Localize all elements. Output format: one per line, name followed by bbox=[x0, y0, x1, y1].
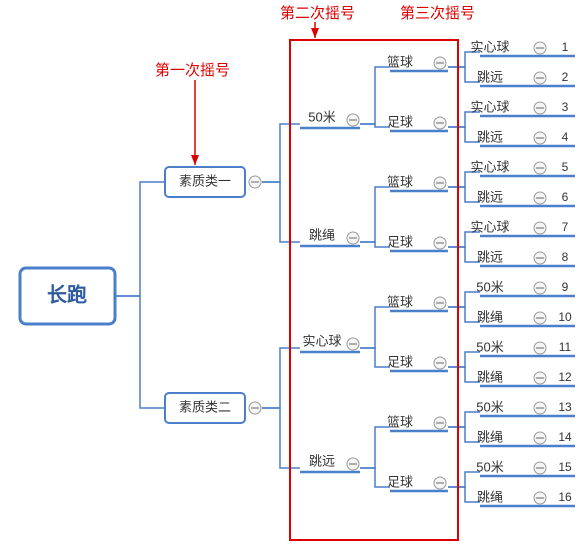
l2-group-bot: 实心球 跳远 bbox=[300, 333, 360, 472]
leaf-number: 11 bbox=[559, 340, 572, 354]
leaf-label: 跳绳 bbox=[477, 489, 503, 504]
l2-label: 跳远 bbox=[309, 453, 335, 468]
leaf-number: 3 bbox=[562, 100, 569, 114]
leaf-label: 跳绳 bbox=[477, 309, 503, 324]
leaf-label: 实心球 bbox=[470, 39, 509, 54]
leaf-label: 实心球 bbox=[470, 219, 509, 234]
root-label: 长跑 bbox=[47, 282, 87, 306]
anno-third: 第三次摇号 bbox=[400, 4, 475, 22]
l2-label: 跳绳 bbox=[309, 227, 335, 242]
leaf-label: 实心球 bbox=[470, 99, 509, 114]
leaf-number: 8 bbox=[562, 250, 569, 264]
leaf-label: 跳远 bbox=[477, 69, 503, 84]
leaf-label: 跳远 bbox=[477, 249, 503, 264]
leaf-number: 10 bbox=[558, 310, 572, 324]
leaf-label: 跳绳 bbox=[477, 429, 503, 444]
l1-label-1: 素质类二 bbox=[179, 399, 231, 414]
l2-label: 实心球 bbox=[302, 333, 341, 348]
leaf-label: 50米 bbox=[476, 459, 503, 474]
anno-second: 第二次摇号 bbox=[280, 4, 355, 22]
leaves-group: 实心球 1 跳远 2 实心球 3 跳远 4 实心球 5 跳远 6 实心球 7 跳远 8 50米 9 跳绳 10 50米 1… bbox=[470, 39, 575, 506]
leaf-number: 13 bbox=[558, 400, 572, 414]
leaf-number: 5 bbox=[562, 160, 569, 174]
leaf-number: 12 bbox=[558, 370, 572, 384]
leaf-number: 15 bbox=[558, 460, 572, 474]
leaf-label: 跳绳 bbox=[477, 369, 503, 384]
leaf-number: 14 bbox=[558, 430, 572, 444]
l3-label: 足球 bbox=[387, 114, 413, 129]
leaf-number: 9 bbox=[562, 280, 569, 294]
leaf-number: 7 bbox=[562, 220, 569, 234]
leaf-number: 4 bbox=[562, 130, 569, 144]
l3-label: 篮球 bbox=[387, 54, 413, 69]
leaf-number: 2 bbox=[562, 70, 569, 84]
l3-label: 篮球 bbox=[387, 294, 413, 309]
leaf-label: 实心球 bbox=[470, 159, 509, 174]
leaf-label: 50米 bbox=[476, 339, 503, 354]
leaf-label: 跳远 bbox=[477, 189, 503, 204]
l3-label: 足球 bbox=[387, 234, 413, 249]
leaf-number: 6 bbox=[562, 190, 569, 204]
leaf-number: 1 bbox=[562, 40, 569, 54]
l1-label-0: 素质类一 bbox=[179, 173, 231, 188]
l3-group: 篮球足球篮球足球篮球足球篮球足球 bbox=[360, 52, 480, 502]
leaf-label: 50米 bbox=[476, 279, 503, 294]
l2-group-top: 50米 跳绳 bbox=[300, 109, 360, 246]
leaf-number: 16 bbox=[558, 490, 572, 504]
l3-label: 足球 bbox=[387, 474, 413, 489]
tree-diagram: 长跑 素质类一 素质类二 50米 跳绳 实心球 跳远 bbox=[0, 0, 583, 550]
l2-label: 50米 bbox=[308, 109, 335, 124]
leaf-label: 跳远 bbox=[477, 129, 503, 144]
l3-label: 足球 bbox=[387, 354, 413, 369]
leaf-label: 50米 bbox=[476, 399, 503, 414]
anno-first: 第一次摇号 bbox=[155, 61, 230, 79]
l3-label: 篮球 bbox=[387, 174, 413, 189]
l3-label: 篮球 bbox=[387, 414, 413, 429]
